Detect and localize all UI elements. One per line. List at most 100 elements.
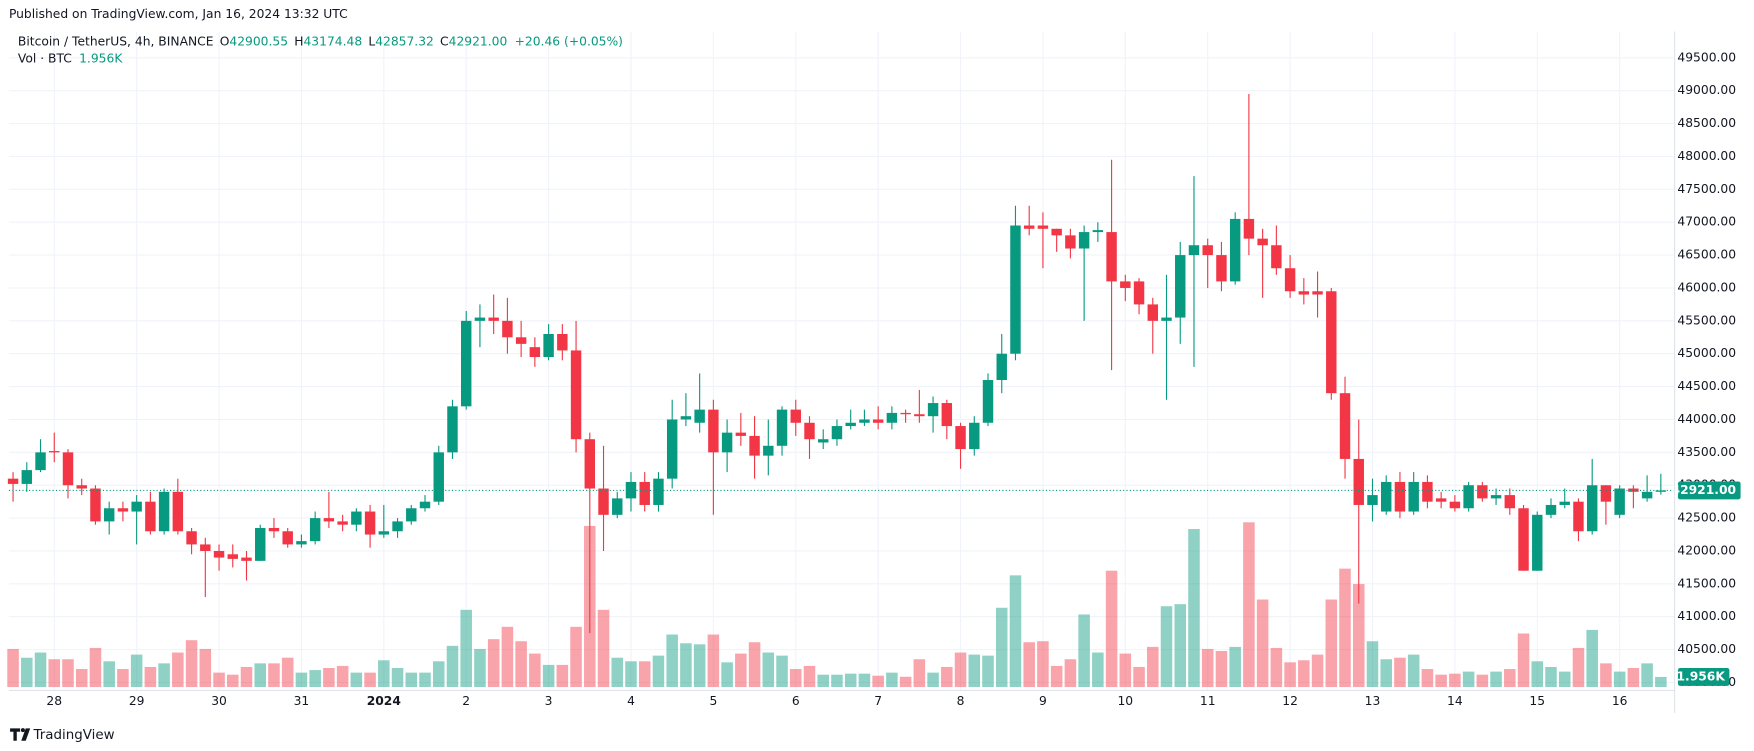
volume-bar — [295, 672, 308, 688]
candle-body — [845, 422, 856, 427]
candle-body — [392, 521, 403, 532]
candle-body — [763, 445, 774, 456]
candle-body — [337, 521, 348, 525]
candle-body — [1120, 281, 1131, 288]
volume-bar — [62, 659, 74, 688]
candle-body — [1532, 514, 1543, 571]
volume-bar — [1572, 647, 1585, 688]
candle-body — [543, 333, 554, 358]
volume-bar — [831, 674, 843, 688]
volume-bar — [1325, 599, 1338, 688]
volume-bar — [474, 648, 486, 688]
volume-bar — [48, 659, 61, 688]
volume-bar — [913, 659, 926, 688]
volume-bar — [130, 654, 143, 688]
candle-body — [872, 419, 884, 423]
candle-body — [1655, 490, 1667, 492]
y-tick-label: 48500.00 — [1677, 116, 1736, 130]
candle-body — [557, 333, 568, 351]
candle-body — [35, 452, 46, 471]
candle-body — [227, 554, 238, 559]
candle-body — [1353, 458, 1364, 505]
volume-bar — [515, 641, 527, 688]
volume-bar — [1256, 599, 1269, 688]
volume-bar — [1407, 654, 1420, 688]
volume-bar — [995, 607, 1008, 688]
candle-body — [721, 432, 733, 453]
volume-bar — [432, 661, 445, 688]
volume-bar — [1600, 663, 1612, 688]
volume-bar — [309, 670, 321, 688]
candle-body — [1229, 218, 1241, 282]
volume-bar — [666, 634, 678, 688]
volume-bar — [446, 645, 459, 688]
volume-bar — [185, 640, 198, 688]
legend-line: Bitcoin / TetherUS, 4h, BINANCE O42900.5… — [18, 34, 623, 48]
candle-body — [7, 478, 19, 484]
volume-bar — [7, 648, 19, 688]
candle-body — [1051, 228, 1062, 236]
volume-bar — [886, 672, 898, 688]
volume-bar — [899, 676, 912, 688]
volume-bar — [1284, 662, 1296, 688]
y-tick-label: 49000.00 — [1677, 83, 1736, 97]
volume-bar — [350, 672, 363, 688]
symbol-title: Bitcoin / TetherUS, 4h, BINANCE — [18, 34, 214, 48]
volume-bar — [597, 609, 610, 688]
volume-bar — [268, 663, 280, 688]
volume-bar — [213, 672, 225, 688]
candle-body — [419, 501, 431, 509]
candle-body — [982, 380, 994, 423]
volume-bar — [405, 672, 418, 688]
candle-body — [749, 435, 760, 456]
y-tick-label: 46000.00 — [1677, 280, 1736, 294]
volume-bar — [336, 665, 349, 688]
volume-bar — [117, 669, 129, 688]
candle-body — [927, 403, 939, 417]
ohlc-key: H — [294, 34, 303, 48]
volume-bar — [1050, 665, 1063, 688]
y-tick-label: 42500.00 — [1677, 511, 1736, 525]
candle-body — [1175, 255, 1186, 318]
axis-layer: 40000.0040500.0041000.0041500.0042000.00… — [8, 50, 1741, 708]
x-tick-label: 29 — [129, 694, 145, 708]
candle-body — [62, 452, 74, 486]
candle-body — [859, 419, 870, 423]
volume-bar — [281, 657, 294, 688]
ohlc-value: 43174.48 — [303, 34, 362, 48]
brand-name: TradingView — [33, 728, 115, 743]
candle-body — [639, 481, 650, 505]
volume-bar — [1366, 641, 1379, 688]
x-tick-label: 6 — [792, 694, 800, 708]
candle-body — [1243, 218, 1255, 239]
x-tick-label: 15 — [1529, 694, 1545, 708]
candle-body — [708, 409, 719, 453]
x-tick-label: 10 — [1117, 694, 1133, 708]
volume-bar — [735, 653, 747, 688]
volume-badge — [1677, 668, 1730, 686]
candle-body — [186, 531, 197, 545]
volume-bar — [1270, 647, 1283, 688]
volume-bar — [227, 674, 239, 688]
last-price-label: 42921.00 — [1672, 483, 1737, 497]
candle-body — [1216, 255, 1227, 282]
candle-body — [804, 422, 815, 440]
volume-bar — [1531, 661, 1544, 688]
y-tick-label: 49500.00 — [1677, 50, 1736, 64]
volume-bar — [1009, 575, 1022, 688]
volume-bar — [199, 648, 212, 688]
y-tick-label: 44500.00 — [1677, 379, 1736, 393]
volume-bar — [254, 663, 267, 688]
volume-bar — [1545, 666, 1557, 688]
y-tick-label: 40500.00 — [1677, 642, 1736, 656]
candle-body — [460, 320, 472, 407]
candle-body — [1641, 491, 1653, 499]
candle-body — [117, 508, 129, 512]
y-tick-label: 43500.00 — [1677, 445, 1736, 459]
volume-bar — [460, 609, 472, 688]
volume-bar — [391, 667, 404, 688]
volume-bar — [625, 661, 637, 688]
x-tick-label: 13 — [1365, 694, 1381, 708]
volume-bar — [844, 673, 857, 688]
ohlc-key: L — [368, 34, 375, 48]
